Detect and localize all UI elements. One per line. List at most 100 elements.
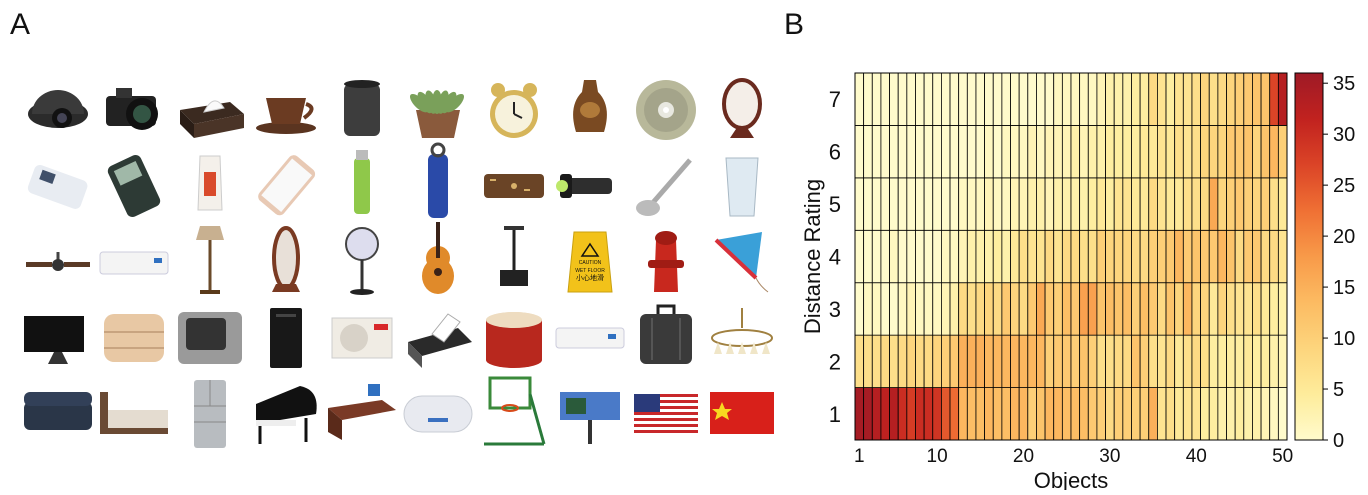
heatmap-cell	[1010, 177, 1020, 231]
heatmap-cell	[880, 334, 890, 388]
heatmap-cell	[1018, 72, 1029, 126]
heatmap-cell	[975, 72, 986, 126]
heatmap-cell	[1044, 125, 1055, 179]
heatmap-cell	[1131, 334, 1141, 388]
heatmap-cell	[906, 282, 916, 336]
heatmap-cell	[889, 229, 899, 284]
heatmap-cell	[1036, 387, 1046, 441]
kite-icon	[714, 232, 769, 293]
heatmap-cell	[1087, 387, 1098, 441]
projector-icon	[500, 226, 528, 286]
heatmap-cell	[1269, 125, 1279, 179]
heatmap-cell	[958, 229, 968, 284]
heatmap-cell	[1208, 72, 1219, 126]
heatmap-cell	[889, 177, 899, 231]
heatmap-cell	[984, 125, 994, 179]
y-tick-label: 5	[829, 192, 841, 217]
x-tick-label: 40	[1186, 446, 1207, 467]
heatmap-cell	[949, 177, 960, 231]
heatmap-cell	[1156, 387, 1167, 441]
heatmap-cell	[1070, 282, 1081, 336]
heatmap-cell	[1182, 229, 1193, 284]
heatmap-cell	[1182, 125, 1193, 179]
heatmap-cell	[1044, 387, 1055, 441]
heatmap-cell	[1200, 334, 1210, 388]
heatmap-cell	[1027, 125, 1037, 179]
heatmap-cell	[1260, 229, 1271, 284]
heatmap-cell	[1252, 229, 1262, 284]
heatmap-cell	[932, 387, 942, 441]
colorbar	[1294, 72, 1324, 441]
colorbar-tick-label: 30	[1333, 124, 1355, 146]
heatmap-cell	[1234, 72, 1245, 126]
heatmap-cell	[1200, 282, 1210, 336]
heatmap-cell	[1217, 229, 1227, 284]
heatmap-cell	[923, 334, 934, 388]
heatmap-cell	[958, 177, 968, 231]
heatmap-cell	[906, 387, 916, 441]
heatmap-cell	[871, 387, 882, 441]
heatmap-cell	[880, 282, 890, 336]
x-tick-label: 20	[1013, 446, 1034, 467]
heatmap-cell	[1010, 72, 1020, 126]
heatmap-cell	[1234, 229, 1245, 284]
heatmap-cell	[1191, 282, 1201, 336]
heatmap-cell	[1243, 282, 1253, 336]
camera-icon	[106, 88, 158, 130]
standing-mirror-icon	[272, 226, 300, 292]
heatmap-cell	[1053, 282, 1063, 336]
heatmap-cell	[1096, 72, 1106, 126]
tissue-box-icon	[180, 100, 244, 138]
heatmap-cell	[932, 72, 942, 126]
heatmap-cell	[1122, 387, 1132, 441]
heatmap-cell	[984, 387, 994, 441]
heatmap-cell	[863, 282, 873, 336]
heatmap-cell	[1208, 125, 1219, 179]
heatmap-cell	[854, 177, 865, 231]
heatmap-cell	[1105, 177, 1115, 231]
heatmap-cell	[1200, 125, 1210, 179]
colorbar-tick-label: 35	[1333, 73, 1355, 95]
heatmap-cell	[975, 125, 986, 179]
mug-icon	[344, 80, 380, 136]
heatmap-cell	[1217, 387, 1227, 441]
wet-floor-sign-text: CAUTION	[579, 260, 602, 266]
heatmap-cell	[1036, 229, 1046, 284]
heatmap-cell	[906, 125, 916, 179]
heatmap-cell	[1148, 282, 1158, 336]
heatmap-cell	[1217, 334, 1227, 388]
heatmap-cell	[1148, 387, 1158, 441]
heatmap-cell	[949, 334, 960, 388]
heatmap-cell	[940, 334, 951, 388]
heatmap-cell	[1226, 282, 1236, 336]
heatmap-cell	[1174, 282, 1184, 336]
heatmap-cell	[1148, 72, 1158, 126]
fire-hydrant-icon	[648, 231, 684, 292]
heatmap-cell	[992, 72, 1003, 126]
electric-fan-icon	[345, 227, 379, 295]
heatmap-cell	[1234, 177, 1245, 231]
heatmap-cell	[1191, 72, 1201, 126]
heatmap-cell	[1131, 229, 1141, 284]
heatmap-cell	[915, 72, 925, 126]
wallet-icon	[484, 174, 544, 198]
heatmap-cell	[854, 229, 865, 284]
heatmap-cell	[871, 282, 882, 336]
heatmap-cell	[1087, 177, 1098, 231]
heatmap-cell	[1260, 334, 1271, 388]
heatmap-cell	[1027, 282, 1037, 336]
heatmap-cell	[1096, 334, 1106, 388]
y-tick-label: 6	[829, 140, 841, 165]
heatmap-cell	[1036, 125, 1046, 179]
heatmap-cell	[1217, 282, 1227, 336]
heatmap-cell	[975, 334, 986, 388]
heatmap-cell	[1156, 229, 1167, 284]
heatmap-cell	[1105, 334, 1115, 388]
heatmap-cell	[966, 334, 977, 388]
heatmap-cell	[1191, 125, 1201, 179]
heatmap-cell	[871, 72, 882, 126]
alarm-clock-icon	[490, 83, 538, 138]
heatmap-cell	[1226, 177, 1236, 231]
heatmap-cell	[1200, 177, 1210, 231]
panel-b-label: B	[784, 8, 805, 41]
